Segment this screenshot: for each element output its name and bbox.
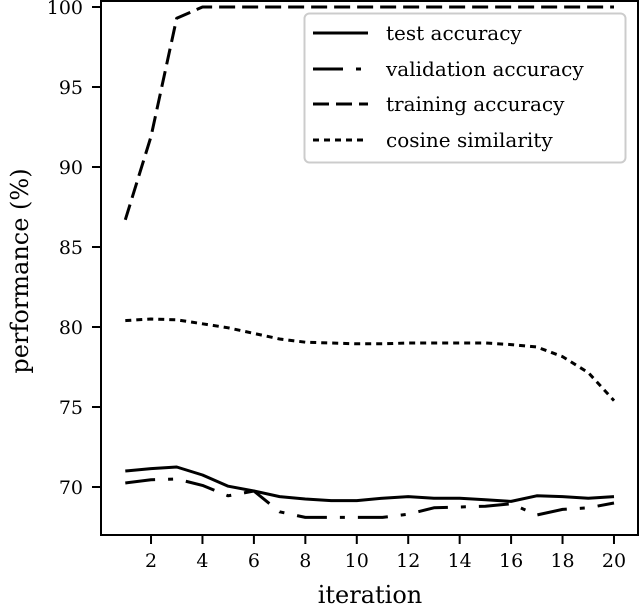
x-tick-label: 10 — [345, 550, 369, 572]
y-tick-label: 100 — [47, 0, 83, 19]
x-tick-label: 18 — [550, 550, 574, 572]
y-tick-label: 90 — [59, 157, 83, 179]
x-tick-label: 16 — [499, 550, 523, 572]
y-tick-label: 75 — [59, 397, 83, 419]
y-tick-label: 70 — [59, 477, 83, 499]
legend-label: cosine similarity — [386, 128, 553, 152]
legend-item-test-accuracy: test accuracy — [313, 21, 522, 45]
y-tick-label: 80 — [59, 317, 83, 339]
legend-item-validation-accuracy: validation accuracy — [313, 57, 584, 81]
x-tick-label: 6 — [248, 550, 260, 572]
plot-frame — [100, 0, 639, 536]
legend-label: training accuracy — [386, 92, 565, 116]
legend-label: test accuracy — [386, 21, 522, 45]
y-tick-label: 85 — [59, 237, 83, 259]
data-series — [123, 5, 616, 519]
y-axis-label: performance (%) — [6, 168, 34, 373]
legend: test accuracy validation accuracy traini… — [303, 12, 627, 164]
legend-item-cosine-similarity: cosine similarity — [313, 128, 553, 152]
legend-label: validation accuracy — [385, 57, 584, 81]
x-axis-label: iteration — [318, 581, 423, 608]
y-tick-label: 95 — [59, 77, 83, 99]
axes-spines — [100, 0, 639, 536]
x-tick-label: 2 — [145, 550, 157, 572]
legend-box — [303, 12, 627, 164]
series-validation-accuracy — [125, 477, 615, 519]
y-axis-ticks: 70 75 80 85 90 95 100 — [47, 0, 101, 499]
legend-item-training-accuracy: training accuracy — [313, 92, 565, 116]
x-axis-ticks: 2 4 6 8 10 12 14 16 18 20 — [145, 535, 626, 572]
series-test-accuracy — [125, 465, 615, 503]
series-cosine-similarity — [125, 317, 616, 402]
x-tick-label: 4 — [196, 550, 208, 572]
x-tick-label: 12 — [396, 550, 420, 572]
x-tick-label: 14 — [448, 550, 472, 572]
x-tick-label: 20 — [602, 550, 626, 572]
series-training-accuracy — [123, 5, 614, 221]
x-tick-label: 8 — [299, 550, 311, 572]
